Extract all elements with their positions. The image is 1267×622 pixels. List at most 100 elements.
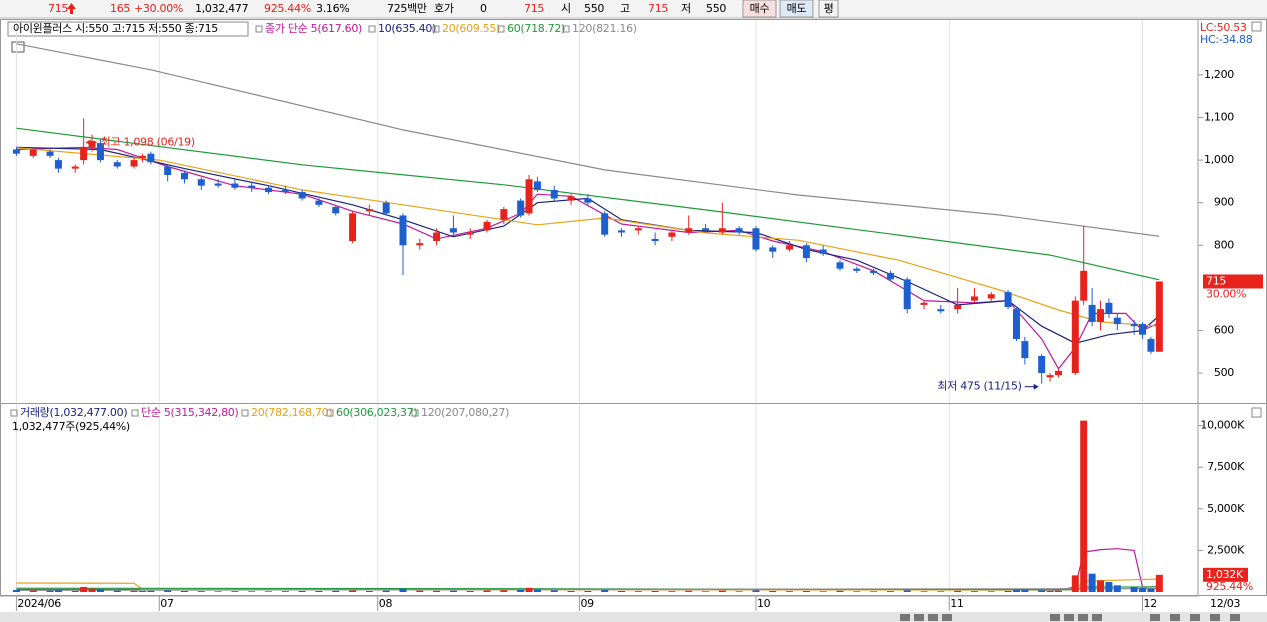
toolbar-button[interactable] xyxy=(928,614,938,621)
header-button[interactable] xyxy=(779,0,814,18)
annotation-arrowhead xyxy=(1033,383,1039,390)
toolbar-button[interactable] xyxy=(914,614,924,621)
volume-tick-label: 7,500K xyxy=(1207,460,1245,473)
candle-body xyxy=(1147,338,1155,352)
volume-bar xyxy=(315,591,323,592)
candle-body xyxy=(248,185,256,188)
legend-swatch xyxy=(432,25,440,33)
candle-body xyxy=(1038,356,1046,374)
volume-bar xyxy=(1147,588,1155,592)
candle-body xyxy=(500,209,508,220)
moving-average xyxy=(16,127,1160,281)
header-item: 저 xyxy=(681,2,691,15)
candle-body xyxy=(567,196,575,201)
candle-body xyxy=(315,200,323,205)
toolbar-button[interactable] xyxy=(900,614,910,621)
candle-body xyxy=(1097,309,1105,322)
volume-tick-label: 2,500K xyxy=(1207,543,1245,556)
candle-body xyxy=(1004,292,1012,308)
candle-body xyxy=(147,153,155,163)
panel-button[interactable] xyxy=(1251,407,1262,418)
panel-button[interactable] xyxy=(1251,21,1262,32)
volume-bar xyxy=(769,591,777,592)
volume-bar xyxy=(584,591,592,592)
candle-body xyxy=(54,160,62,169)
y-tick-label: 1,200 xyxy=(1204,68,1234,81)
candle-body xyxy=(1021,341,1029,359)
candle-body xyxy=(1139,324,1147,335)
candle-body xyxy=(1054,370,1062,376)
volume-bar xyxy=(886,591,894,592)
header-button[interactable] xyxy=(742,0,777,18)
candle-body xyxy=(1080,270,1088,301)
legend-entry: 60(718.72) xyxy=(507,22,565,35)
toolbar-button[interactable] xyxy=(1210,614,1220,621)
x-tick-label: 2024/06 xyxy=(17,597,61,610)
candle-body xyxy=(483,221,491,231)
volume-bar xyxy=(1088,573,1096,592)
y-tick-label: 600 xyxy=(1214,323,1234,336)
header-item: 715 xyxy=(48,2,68,15)
candle-body xyxy=(1088,304,1096,322)
header-item: 550 xyxy=(584,2,604,15)
candle-body xyxy=(533,181,541,190)
toolbar-button[interactable] xyxy=(1190,614,1200,621)
candle-body xyxy=(601,213,609,235)
last-volume-label: 1,032K xyxy=(1206,568,1244,581)
candle-body xyxy=(819,249,827,254)
toolbar-button[interactable] xyxy=(1230,614,1240,621)
toolbar-button[interactable] xyxy=(1150,614,1160,621)
header-button-label[interactable]: 평 xyxy=(824,2,834,15)
header-button-label[interactable]: 매도 xyxy=(787,2,807,15)
candle-body xyxy=(332,206,340,214)
legend-entry: 종가 단순 5(617.60) xyxy=(265,22,362,35)
toolbar-button[interactable] xyxy=(1078,614,1088,621)
candle-body xyxy=(231,183,239,188)
x-tick-label: 11 xyxy=(950,597,963,610)
candle-body xyxy=(88,140,96,148)
candle-body xyxy=(138,155,146,158)
toolbar-button[interactable] xyxy=(1064,614,1074,621)
candle-body xyxy=(802,245,810,259)
y-tick-label: 1,000 xyxy=(1204,153,1234,166)
volume-bar xyxy=(449,590,457,592)
candle-body xyxy=(1071,300,1079,374)
volume-bar xyxy=(113,590,121,592)
candle-body xyxy=(113,162,121,167)
x-tick-label: 08 xyxy=(379,597,393,610)
header-button-label[interactable]: 매수 xyxy=(750,2,770,15)
volume-bar xyxy=(382,590,390,592)
toolbar-button[interactable] xyxy=(1092,614,1102,621)
header-button[interactable] xyxy=(818,0,839,18)
candle-body xyxy=(517,200,525,216)
header-item: 925.44% xyxy=(264,2,311,15)
volume-bar xyxy=(214,591,222,592)
volume-bar xyxy=(138,591,146,592)
toolbar-button[interactable] xyxy=(1170,614,1180,621)
volume-legend-entry: 60(306,023,37) xyxy=(336,406,417,419)
volume-bar xyxy=(853,591,861,592)
y-tick-label: 1,100 xyxy=(1204,111,1234,124)
volume-legend-entry: 거래량(1,032,477.00) xyxy=(20,406,127,419)
volume-bar xyxy=(802,591,810,592)
candle-body xyxy=(617,230,625,233)
candle-body xyxy=(550,189,558,199)
candle-body xyxy=(870,270,878,273)
volume-bar xyxy=(567,591,575,592)
toolbar-button[interactable] xyxy=(942,614,952,621)
x-tick-label: 12 xyxy=(1144,597,1157,610)
legend-swatch xyxy=(255,25,263,33)
header-item: +30.00% xyxy=(134,2,183,15)
volume-bar xyxy=(1139,587,1147,592)
volume-bar xyxy=(1105,582,1113,592)
candle-body xyxy=(197,179,205,186)
volume-bar xyxy=(702,591,710,592)
x-axis-area xyxy=(0,596,1267,611)
toolbar-button[interactable] xyxy=(1050,614,1060,621)
volume-bar xyxy=(903,590,911,592)
top-bar xyxy=(0,0,1267,18)
candle-body xyxy=(920,302,928,305)
volume-tick-label: 5,000K xyxy=(1207,502,1245,515)
candle-body xyxy=(382,202,390,214)
volume-bar xyxy=(634,591,642,592)
